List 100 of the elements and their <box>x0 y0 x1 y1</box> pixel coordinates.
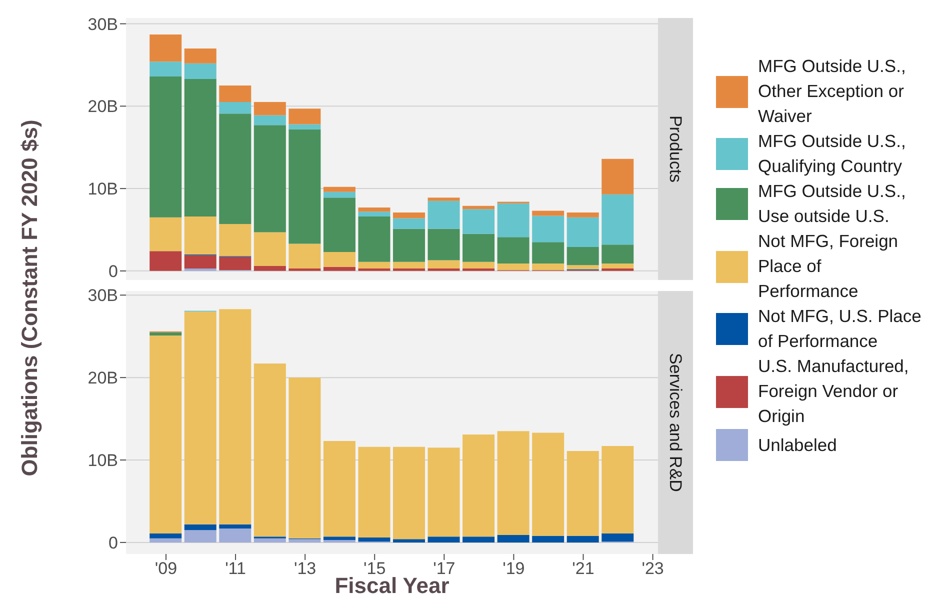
bar <box>323 536 356 540</box>
legend-label: Not MFG, Foreign Place of Performance <box>758 230 900 303</box>
bar <box>358 262 390 268</box>
legend-label: MFG Outside U.S., Qualifying Country <box>758 130 907 178</box>
bar <box>323 540 356 542</box>
bar <box>219 102 252 114</box>
bar <box>254 364 286 537</box>
y-tick-label: 0 <box>108 533 118 552</box>
bar <box>532 536 564 542</box>
bar <box>150 251 182 271</box>
y-axis-title: Obligations (Constant FY 2020 $s) <box>17 120 43 476</box>
bar <box>150 538 182 542</box>
bar <box>532 242 564 264</box>
bar <box>219 524 252 528</box>
y-tick-label: 30B <box>88 14 118 34</box>
bar <box>497 203 530 238</box>
bar <box>219 224 252 256</box>
bar <box>358 538 390 542</box>
bar <box>497 237 530 264</box>
bar <box>393 446 425 540</box>
bar <box>566 536 599 542</box>
bar <box>462 234 495 262</box>
bar <box>254 266 286 271</box>
bar <box>288 378 321 538</box>
bar <box>602 264 634 268</box>
bar <box>393 539 425 542</box>
bar <box>288 124 321 130</box>
bar <box>184 530 216 542</box>
legend-label: Unlabeled <box>758 434 838 456</box>
bar <box>288 108 321 124</box>
legend-label: MFG Outside U.S., Use outside U.S. <box>758 180 907 228</box>
bar <box>150 336 182 534</box>
bar <box>184 268 216 271</box>
bar <box>566 265 599 270</box>
bar <box>150 62 182 76</box>
legend-label: U.S. Manufactured, Foreign Vendor or Origin <box>758 355 910 428</box>
bar <box>602 268 634 271</box>
y-tick-label: 30B <box>88 286 118 306</box>
y-tick-label: 0 <box>108 262 118 281</box>
bar <box>428 268 460 271</box>
bar <box>219 256 252 270</box>
bar <box>428 448 460 537</box>
y-tick-label: 10B <box>88 180 118 199</box>
bar <box>497 431 530 536</box>
x-tick-label: '19 <box>502 559 525 578</box>
bar <box>254 102 286 116</box>
bar <box>602 194 634 245</box>
bar <box>358 212 390 217</box>
bar <box>184 255 216 268</box>
bar <box>393 228 425 262</box>
bar <box>532 264 564 270</box>
bar <box>150 34 182 62</box>
bar <box>358 216 390 262</box>
bar <box>323 441 356 537</box>
bar <box>184 216 216 254</box>
bar <box>184 63 216 79</box>
bar <box>150 533 182 538</box>
text: Products <box>666 115 685 183</box>
x-tick-label: '21 <box>572 559 594 578</box>
bar <box>288 539 321 542</box>
bar <box>323 266 356 271</box>
bar <box>566 217 599 248</box>
bar <box>254 125 286 232</box>
bar <box>462 209 495 234</box>
bar <box>462 206 495 210</box>
bar <box>497 264 530 270</box>
x-tick-label: '09 <box>154 559 178 578</box>
bar <box>288 268 321 271</box>
bar <box>288 129 321 244</box>
bar <box>462 536 495 542</box>
bar <box>254 232 286 266</box>
bar <box>602 446 634 534</box>
bar <box>462 434 495 537</box>
bar <box>323 192 356 198</box>
bar <box>150 217 182 252</box>
bar <box>254 115 286 126</box>
bar <box>428 536 460 542</box>
bar <box>219 309 252 524</box>
bar <box>566 247 599 266</box>
bar <box>566 212 599 218</box>
bar <box>428 228 460 260</box>
bar <box>184 524 216 530</box>
bar <box>219 86 252 102</box>
bar <box>393 212 425 218</box>
bar <box>602 158 634 194</box>
text: Services and R&D <box>666 353 685 492</box>
bar <box>532 216 564 242</box>
bar <box>393 262 425 268</box>
bar <box>428 198 460 201</box>
bar <box>184 48 216 64</box>
bar <box>602 244 634 264</box>
bar <box>428 200 460 229</box>
bar <box>323 252 356 267</box>
bar <box>150 332 182 336</box>
bar <box>393 218 425 229</box>
bar <box>358 268 390 271</box>
legend-label: Not MFG, U.S. Place of Performance <box>758 305 922 353</box>
y-tick-label: 10B <box>88 451 118 470</box>
bar <box>184 312 216 524</box>
bar <box>323 198 356 252</box>
